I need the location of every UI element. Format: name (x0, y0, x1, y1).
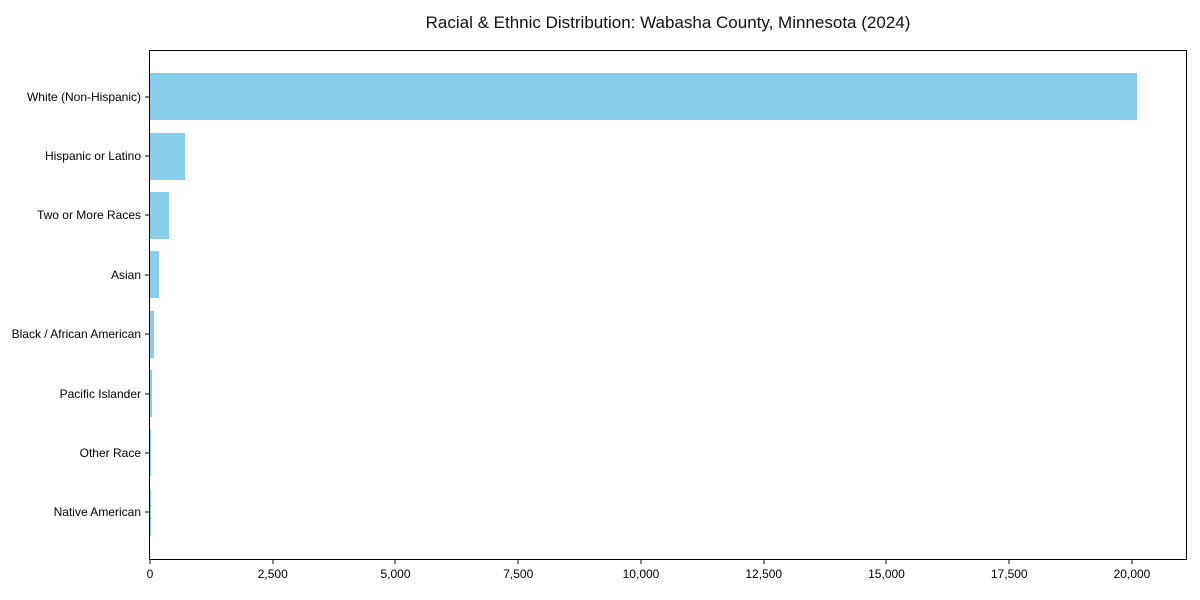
x-tick-label: 15,000 (868, 567, 905, 581)
x-tick-mark (394, 560, 396, 564)
x-tick-label: 2,500 (257, 567, 288, 581)
x-tick-label: 20,000 (1113, 567, 1151, 581)
chart-row: Other Race (80, 423, 1186, 482)
x-tick-label: 12,500 (745, 567, 783, 581)
x-tick-label: 0 (146, 567, 154, 581)
category-label: Native American (53, 505, 141, 520)
bar (150, 132, 186, 180)
chart-row: Black / African American (12, 305, 1186, 364)
category-label: Two or More Races (36, 208, 141, 223)
category-label: Other Race (79, 445, 141, 460)
bar (150, 370, 153, 418)
x-tick-mark (1131, 560, 1133, 564)
x-tick-mark (517, 560, 519, 564)
chart-row: Hispanic or Latino (45, 126, 1186, 185)
chart-row: Two or More Races (37, 186, 1186, 245)
y-tick-mark (145, 511, 149, 513)
y-tick-mark (145, 452, 149, 454)
x-tick-label: 17,500 (990, 567, 1028, 581)
chart-row: Native American (54, 483, 1186, 542)
x-tick-mark (149, 560, 151, 564)
x-tick-label: 5,000 (380, 567, 411, 581)
y-tick-mark (145, 333, 149, 335)
y-tick-mark (145, 214, 149, 216)
chart-row: White (Non-Hispanic) (27, 67, 1186, 126)
plot-area: White (Non-Hispanic) Hispanic or Latino Tw… (12, 50, 1187, 581)
x-tick-mark (272, 560, 274, 564)
x-tick-label: 7,500 (503, 567, 534, 581)
y-tick-mark (145, 96, 149, 98)
x-tick-mark (885, 560, 887, 564)
chart-title: Racial & Ethnic Distribution: Wabasha Co… (425, 13, 911, 32)
bar (150, 251, 159, 299)
y-tick-mark (145, 274, 149, 276)
x-tick-label: 10,000 (622, 567, 660, 581)
chart-row: Pacific Islander (60, 364, 1186, 423)
category-label: White (Non-Hispanic) (26, 89, 141, 104)
y-tick-mark (145, 155, 149, 157)
category-label: Pacific Islander (59, 386, 141, 401)
x-tick-mark (763, 560, 765, 564)
y-tick-mark (145, 393, 149, 395)
chart-row: Asian (111, 245, 1186, 304)
category-label: Black / African American (11, 327, 141, 342)
x-tick-mark (640, 560, 642, 564)
category-label: Asian (110, 267, 141, 282)
category-label: Hispanic or Latino (44, 149, 141, 164)
bar (150, 429, 151, 477)
bar (150, 191, 169, 239)
x-tick-mark (1008, 560, 1010, 564)
bar (150, 73, 1137, 121)
bar (150, 310, 154, 358)
bars-container: White (Non-Hispanic) Hispanic or Latino Tw… (12, 51, 1186, 559)
